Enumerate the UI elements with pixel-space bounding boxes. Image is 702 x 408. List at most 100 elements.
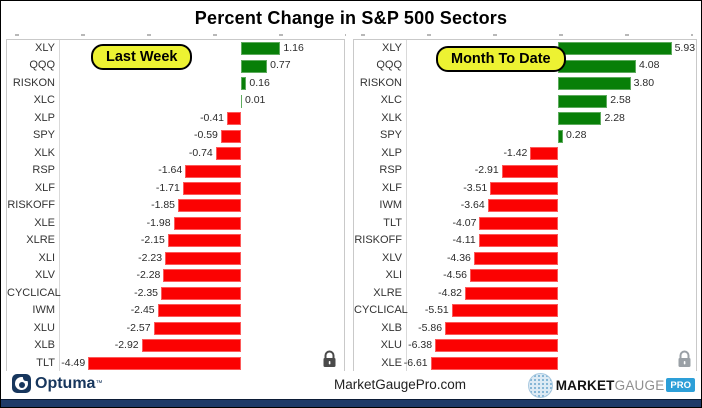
negative-bar [465,286,558,300]
positive-bar [557,94,608,108]
value-label: -1.42 [503,146,528,159]
category-label: SPY [32,129,55,142]
value-label: -3.51 [463,181,488,194]
value-label: -4.56 [443,269,468,282]
value-label: -2.23 [138,251,163,264]
chart-row: XLK 2.28 [354,110,696,127]
chart-row: XLE -6.61 [354,355,696,372]
optuma-logo: Optuma ™ [12,374,102,393]
category-label: RISKON [359,76,402,89]
value-label: 3.80 [633,76,655,89]
value-label: -2.35 [134,286,159,299]
chart-label-month-to-date: Month To Date [436,46,566,72]
value-label: -2.28 [136,269,161,282]
negative-bar [487,199,558,213]
positive-bar [557,129,564,143]
trademark-symbol: ™ [95,380,103,387]
category-label: TLT [383,216,402,229]
negative-bar [185,164,241,178]
positive-bar [240,42,281,56]
negative-bar [501,164,558,178]
chart-row: XLB -5.86 [354,320,696,337]
chart-row: IWM -3.64 [354,197,696,214]
chart-row: QQQ 4.08 [354,57,696,74]
negative-bar [141,339,241,353]
negative-bar [445,321,558,335]
category-label: IWM [379,199,402,212]
chart-row: XLP -0.41 [7,110,344,127]
value-label: -2.45 [130,304,155,317]
category-label: RSP [32,164,55,177]
chart-row: RISKOFF -4.11 [354,232,696,249]
negative-bar [451,304,558,318]
axis-tick-strip [361,34,693,36]
chart-row: XLU -6.38 [354,337,696,354]
positive-bar [240,77,247,91]
value-label: -4.07 [452,216,477,229]
chart-panel-last-week: Last Week XLY 1.16 QQQ 0.77 RISKON 0.16 XLC 0.0… [6,39,345,373]
category-label: XLRE [373,286,402,299]
category-label: QQQ [376,59,402,72]
value-label: 0.77 [270,59,291,72]
value-label: -5.51 [424,304,449,317]
category-label: XLI [38,251,55,264]
category-label: RISKON [12,76,55,89]
globe-icon [527,372,553,398]
negative-bar [479,216,558,230]
lock-icon[interactable] [321,350,338,368]
positive-bar [557,59,637,73]
chart-row: XLY 1.16 [7,40,344,57]
value-label: 4.08 [639,59,660,72]
chart-row: XLE -1.98 [7,215,344,232]
negative-bar [173,216,241,230]
category-axis-line [406,40,407,372]
value-label: 1.16 [283,42,304,54]
negative-bar [182,182,241,196]
brand-market: MARKET [555,377,615,393]
unlock-icon[interactable] [676,350,693,368]
negative-bar [478,234,558,248]
negative-bar [215,147,241,161]
chart-row: IWM -2.45 [7,302,344,319]
category-label: XLC [33,94,55,107]
chart-row: XLK -0.74 [7,145,344,162]
value-label: -2.92 [114,339,139,352]
category-label: XLI [385,269,402,282]
website-label: MarketGaugePro.com [334,377,467,392]
chart-row: TLT -4.49 [7,355,344,372]
category-label: XLRE [26,234,55,247]
category-label: QQQ [29,59,55,72]
value-label: -5.86 [418,321,443,334]
category-label: XLF [34,181,55,194]
negative-bar [220,129,241,143]
category-label: XLB [34,339,55,352]
chart-panel-month-to-date: Month To Date XLY 5.93 QQQ 4.08 RISKON 3.80 XL… [353,39,697,373]
category-label: XLF [381,181,402,194]
chart-row: QQQ 0.77 [7,57,344,74]
category-axis-line [59,40,60,372]
chart-row: XLRE -2.15 [7,232,344,249]
value-label: -0.59 [193,129,218,142]
negative-bar [530,147,558,161]
axis-tick-strip [15,34,346,36]
chart-row: SPY -0.59 [7,127,344,144]
value-label: -4.36 [446,251,471,264]
value-label: -0.74 [188,146,213,159]
value-label: -6.61 [403,356,428,369]
positive-bar [240,94,242,108]
chart-row: RISKOFF -1.85 [7,197,344,214]
category-label: XLU [380,339,402,352]
value-label: 0.16 [249,76,270,89]
value-label: -0.41 [200,111,224,124]
chart-row: XLV -4.36 [354,250,696,267]
category-label: XLP [34,111,55,124]
page-title: Percent Change in S&P 500 Sectors [194,8,508,28]
value-label: -1.71 [155,181,180,194]
category-label: XLE [381,356,402,369]
positive-bar [240,59,268,73]
footer: Optuma ™ MarketGaugePro.com MARKET GAUGE PR… [1,371,701,399]
brand-gauge: GAUGE [614,377,665,393]
category-label: IWM [32,304,55,317]
negative-bar [157,304,241,318]
chart-row: XLC 2.58 [354,92,696,109]
